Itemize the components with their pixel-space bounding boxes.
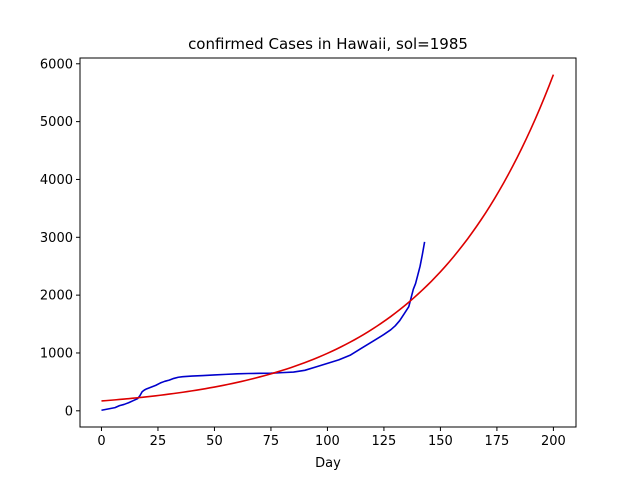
x-tick-label: 100 <box>315 434 340 449</box>
y-tick-label: 3000 <box>40 231 73 246</box>
plot-frame <box>79 57 577 428</box>
y-tick-label: 5000 <box>40 115 73 130</box>
y-tick-label: 4000 <box>40 173 73 188</box>
series-line-fit <box>101 74 555 402</box>
x-tick-label: 25 <box>150 434 167 449</box>
y-axis-ticks: 0 1000 2000 3000 4000 5000 6000 <box>40 57 80 419</box>
x-axis-label: Day <box>315 456 341 471</box>
y-tick-label: 1000 <box>40 346 73 361</box>
x-tick-label: 200 <box>541 434 566 449</box>
x-tick-label: 75 <box>263 434 280 449</box>
x-axis-ticks: 0 25 50 75 100 125 150 175 200 <box>97 427 566 449</box>
series-layer <box>101 74 555 412</box>
y-tick-label: 0 <box>65 404 73 419</box>
plot-area <box>80 58 576 427</box>
x-tick-label: 125 <box>372 434 397 449</box>
y-tick-label: 2000 <box>40 289 73 304</box>
x-tick-label: 50 <box>206 434 223 449</box>
x-tick-label: 0 <box>97 434 105 449</box>
y-tick-label: 6000 <box>40 57 73 72</box>
x-tick-label: 175 <box>484 434 509 449</box>
x-tick-label: 150 <box>428 434 453 449</box>
chart-title: confirmed Cases in Hawaii, sol=1985 <box>188 35 468 53</box>
